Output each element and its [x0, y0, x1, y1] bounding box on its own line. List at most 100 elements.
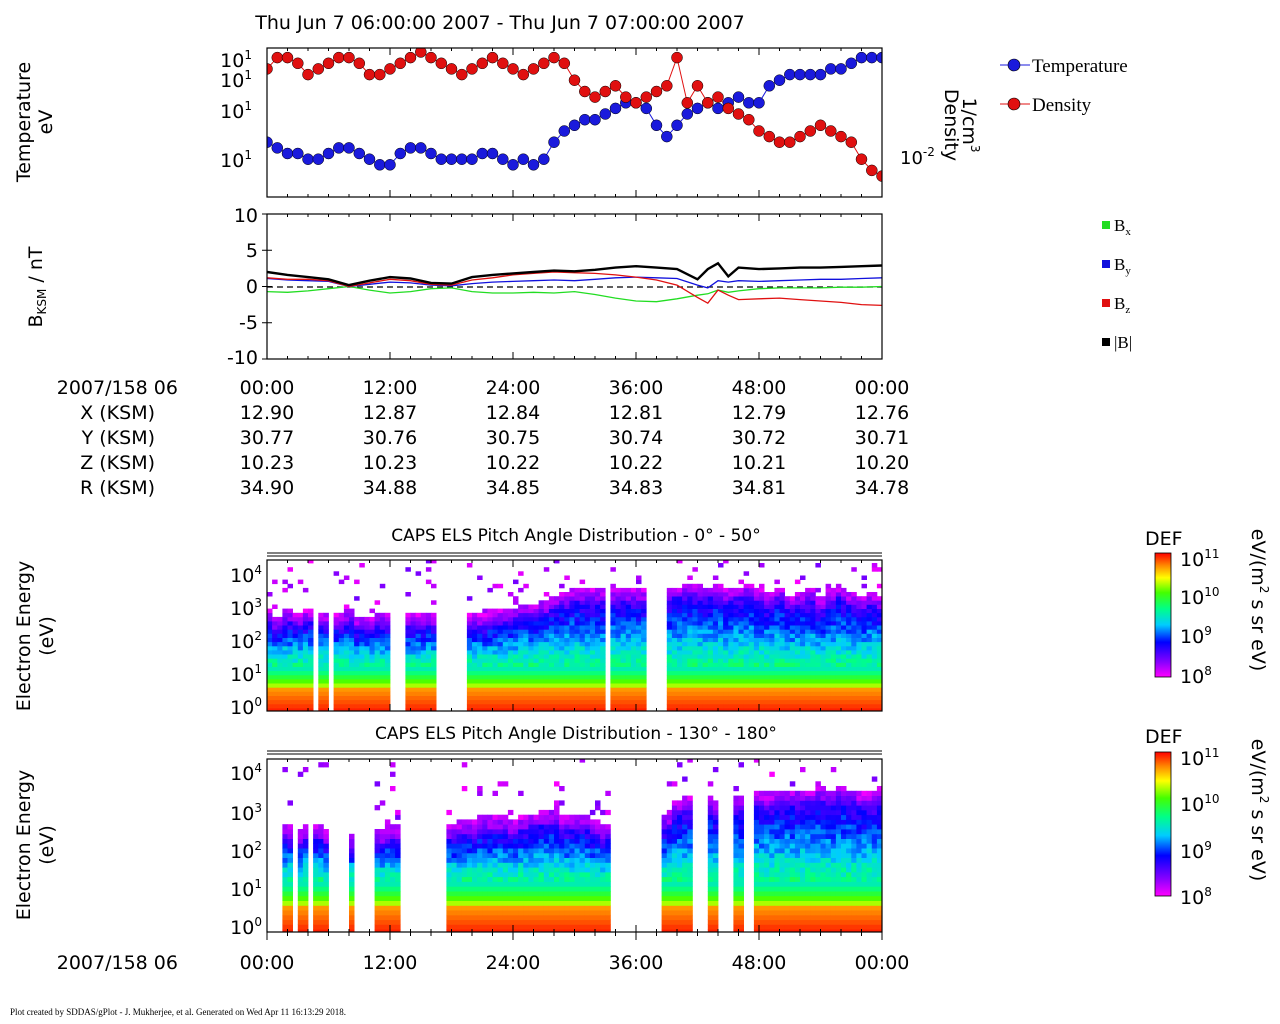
left-tick-label: 101	[220, 48, 252, 72]
spectrogram-cell	[835, 650, 842, 655]
spectrogram-cell	[287, 637, 293, 643]
spectrogram-cell	[543, 703, 550, 709]
spectrogram-cell	[282, 867, 288, 873]
spectrogram-cell	[569, 914, 575, 921]
spectrogram-cell	[292, 641, 299, 647]
spectrogram-cell	[507, 819, 514, 825]
spectrogram-cell	[410, 641, 416, 647]
spectrogram-cell	[543, 838, 550, 844]
spectrogram-cell	[620, 708, 627, 711]
spectrogram-cell	[743, 662, 750, 667]
spectrogram-cell	[354, 596, 360, 601]
spectrogram-cell	[297, 862, 304, 868]
spectrogram-cell	[692, 687, 698, 692]
spectrogram-cell	[564, 699, 570, 705]
spectrogram-cell	[835, 633, 842, 638]
spectrogram-cell	[784, 604, 791, 609]
spectrogram-cell	[502, 819, 509, 825]
spectrogram-cell	[584, 919, 591, 925]
spectrogram-cell	[810, 654, 816, 659]
spectrogram-cell	[805, 670, 811, 676]
spectrogram-cell	[697, 583, 703, 589]
spectrogram-cell	[574, 914, 580, 921]
spectrogram-cell	[466, 857, 473, 863]
spectrogram-cell	[769, 616, 775, 622]
spectrogram-cell	[862, 555, 868, 560]
spectrogram-cell	[846, 621, 852, 626]
spectrogram-cell	[764, 857, 770, 863]
spectrogram-cell	[738, 604, 744, 609]
spectrogram-cell	[764, 891, 770, 897]
spectrogram-cell	[277, 708, 283, 711]
spectrogram-cell	[559, 691, 565, 696]
spectrogram-cell	[595, 871, 601, 878]
by-line	[267, 276, 882, 289]
spectrogram-cell	[267, 699, 273, 705]
spectrogram-cell	[492, 645, 498, 651]
spectrogram-cell	[779, 891, 785, 897]
spectrogram-cell	[554, 867, 560, 873]
spectrogram-cell	[835, 703, 842, 709]
spectrogram-cell	[338, 641, 345, 647]
spectrogram-cell	[554, 900, 560, 906]
spectrogram-cell	[405, 708, 411, 711]
spectrogram-cell	[379, 612, 386, 618]
spectrogram-cell	[502, 833, 509, 839]
spectrogram-cell	[671, 910, 678, 916]
spectrogram-cell	[297, 695, 304, 701]
spectrogram-cell	[554, 838, 560, 844]
spectrogram-cell	[548, 621, 555, 626]
spectrogram-cell	[548, 919, 555, 925]
spectrogram-cell	[359, 662, 365, 667]
spectrogram-cell	[364, 658, 370, 663]
spectrogram-cell	[738, 891, 744, 897]
spectrogram-cell	[538, 905, 545, 911]
spectrogram-cell	[543, 608, 550, 614]
spectrogram-cell	[825, 645, 832, 651]
spectrogram-cell	[523, 900, 529, 906]
spectrogram-cell	[518, 679, 524, 684]
spectrogram-cell	[364, 674, 370, 680]
ephemeris-row-label: Y (KSM)	[81, 427, 155, 449]
spectrogram-cell	[600, 592, 606, 597]
spectrogram-cell	[302, 621, 309, 626]
spectrogram-cell	[477, 575, 483, 580]
spectrogram-cell	[431, 650, 437, 655]
spectrogram-cell	[287, 654, 293, 659]
spectrogram-cell	[825, 616, 832, 622]
spectrogram-cell	[333, 691, 340, 696]
spectrogram-cell	[666, 824, 673, 830]
spectrogram-cell	[682, 814, 688, 820]
spectrogram-cell	[543, 891, 550, 897]
spectrogram-cell	[579, 670, 586, 676]
spectrogram-cell	[277, 645, 283, 651]
spectrogram-cell	[789, 658, 796, 663]
spectrogram-cell	[595, 637, 601, 643]
spectrogram-cell	[492, 843, 498, 849]
spectrogram-cell	[692, 650, 698, 655]
spectrogram-cell	[779, 633, 785, 638]
spectrogram-cell	[625, 650, 632, 655]
spectrogram-cell	[569, 587, 575, 593]
spectrogram-cell	[523, 848, 529, 854]
spectrogram-cell	[625, 666, 632, 672]
spectrogram-cell	[625, 592, 632, 597]
spectrogram-cell	[538, 703, 545, 709]
spectrogram-cell	[825, 604, 832, 609]
spectrogram-cell	[513, 703, 519, 709]
spectrogram-cell	[287, 852, 293, 858]
spectrogram-cell	[420, 650, 427, 655]
spectrogram-cell	[425, 625, 432, 630]
spectrogram-cell	[308, 662, 314, 667]
spectrogram-cell	[779, 862, 785, 868]
spectrogram-cell	[759, 674, 765, 680]
spectrogram-cell	[323, 645, 329, 651]
spectrogram-cell	[748, 600, 755, 605]
spectrogram-cell	[687, 833, 693, 839]
spectrogram-cell	[579, 695, 586, 701]
spectrogram-cell	[738, 616, 744, 622]
spectrogram-cell	[666, 871, 673, 878]
spectrogram-cell	[390, 824, 396, 830]
spectrogram-cell	[671, 871, 678, 878]
spectrogram-cell	[723, 629, 729, 634]
